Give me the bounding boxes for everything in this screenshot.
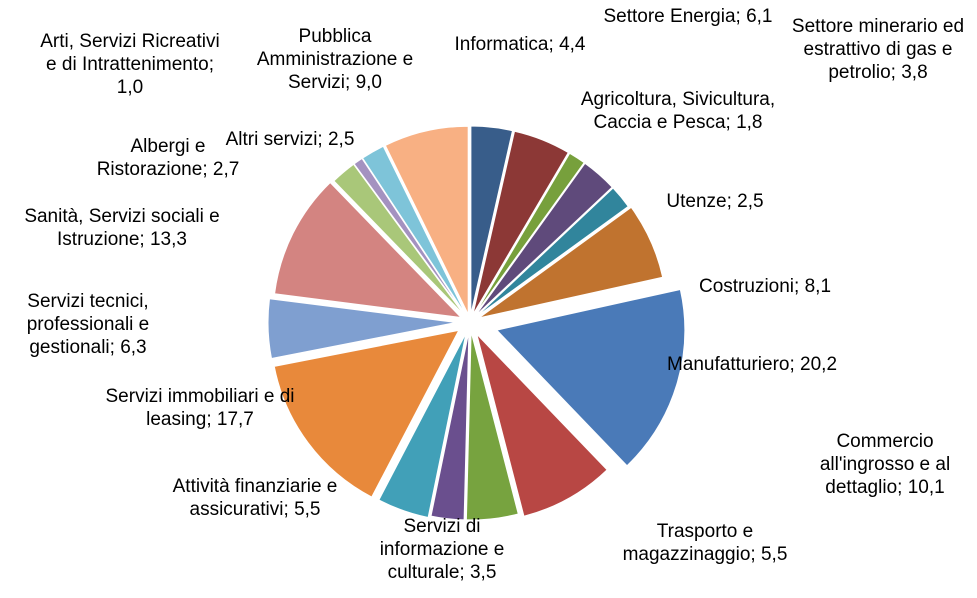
label-separator: ; (725, 112, 731, 133)
value-label: 10,1 (907, 477, 945, 498)
pie-slice (475, 332, 608, 517)
category-name: Arti, Servizi Ricreativi e di Intratteni… (40, 31, 220, 75)
label-separator: ; (794, 276, 800, 297)
pie-slice (495, 288, 686, 467)
label-separator: ; (459, 562, 465, 583)
value-label: 1,0 (116, 77, 144, 98)
category-name: Trasporto e magazzinaggio (622, 521, 754, 565)
value-label: 2,5 (327, 129, 355, 150)
label-separator: ; (283, 499, 289, 520)
value-label: 20,2 (800, 354, 838, 375)
pie-slice (333, 163, 466, 317)
value-label: 8,1 (804, 276, 832, 297)
slice-label: Servizi immobiliari e di leasing; 17,7 (85, 385, 315, 431)
slice-label: Manufatturiero; 20,2 (662, 353, 842, 376)
pie-slice (274, 181, 463, 319)
value-label: 2,7 (212, 159, 240, 180)
category-name: Sanità, Servizi sociali e Istruzione (24, 206, 220, 250)
value-label: 5,5 (294, 499, 321, 520)
category-name: Informatica (454, 34, 549, 55)
label-separator: ; (750, 544, 756, 565)
slice-label: Albergi e Ristorazione; 2,7 (83, 135, 253, 181)
slice-label: Commercio all'ingrosso e al dettaglio; 1… (800, 430, 970, 499)
value-label: 13,3 (149, 229, 187, 250)
slice-label: Informatica; 4,4 (445, 33, 595, 56)
pie-slice (465, 331, 519, 521)
value-label: 6,3 (120, 337, 147, 358)
slice-label: Trasporto e magazzinaggio; 5,5 (590, 520, 820, 566)
value-label: 1,8 (736, 112, 763, 133)
slice-label: Costruzioni; 8,1 (675, 275, 855, 298)
slice-label: Altri servizi; 2,5 (185, 128, 395, 151)
slice-label: Pubblica Amministrazione e Servizi; 9,0 (230, 25, 440, 94)
pie-slice (353, 157, 466, 316)
category-name: Settore minerario ed estrattivo di gas e… (791, 16, 965, 83)
label-separator: ; (735, 6, 741, 27)
pie-slice (472, 130, 570, 315)
slice-label: Agricoltura, Sivicultura, Caccia e Pesca… (571, 88, 786, 134)
slice-label: Attività finanziarie e assicurativi; 5,5 (135, 475, 375, 521)
label-separator: ; (726, 191, 732, 212)
pie-slice (430, 331, 470, 521)
category-name: Settore Energia (603, 6, 736, 27)
pie-slice (470, 125, 514, 315)
category-name: Costruzioni (698, 276, 795, 297)
slice-label: Settore minerario ed estrattivo di gas e… (778, 15, 977, 84)
category-name: Agricoltura, Sivicultura, Caccia e Pesca (580, 89, 776, 133)
label-separator: ; (208, 54, 214, 75)
value-label: 17,7 (216, 409, 254, 430)
category-name: Commercio all'ingrosso e al dettaglio (819, 431, 951, 498)
label-separator: ; (548, 34, 554, 55)
category-name: Servizi di informazione e culturale (379, 516, 505, 583)
value-label: 3,5 (469, 562, 497, 583)
category-name: Attività finanziarie e assicurativi (172, 476, 338, 520)
label-separator: ; (139, 229, 145, 250)
pie-slice (361, 145, 467, 316)
label-separator: ; (202, 159, 208, 180)
category-name: Manufatturiero (666, 354, 790, 375)
pie-slice (475, 187, 629, 318)
label-separator: ; (897, 477, 903, 498)
value-label: 9,0 (355, 72, 382, 93)
pie-slice (273, 329, 460, 498)
value-label: 6,1 (746, 6, 773, 27)
label-separator: ; (206, 409, 212, 430)
category-name: Altri servizi (225, 129, 318, 150)
label-separator: ; (789, 354, 795, 375)
category-name: Servizi immobiliari e di leasing (105, 386, 295, 430)
category-name: Utenze (666, 191, 727, 212)
value-label: 5,5 (760, 544, 788, 565)
slice-label: Servizi di informazione e culturale; 3,5 (357, 515, 527, 584)
pie-slice (267, 298, 457, 360)
label-separator: ; (317, 129, 323, 150)
value-label: 3,8 (901, 62, 928, 83)
slice-label: Servizi tecnici, professionali e gestion… (3, 290, 173, 359)
value-label: 2,5 (737, 191, 764, 212)
category-name: Servizi tecnici, professionali e gestion… (26, 291, 150, 358)
category-name: Albergi e Ristorazione (96, 136, 206, 180)
value-label: 4,4 (559, 34, 586, 55)
slice-label: Settore Energia; 6,1 (598, 5, 778, 28)
pie-slice (473, 152, 585, 316)
category-name: Pubblica Amministrazione e Servizi (256, 26, 414, 93)
pie-slice (474, 162, 613, 317)
pie-slice (478, 206, 664, 319)
pie-slice (378, 333, 467, 519)
label-separator: ; (109, 337, 115, 358)
pie-slice (384, 125, 469, 315)
label-separator: ; (890, 62, 896, 83)
slice-label: Arti, Servizi Ricreativi e di Intratteni… (38, 30, 223, 99)
slice-label: Sanità, Servizi sociali e Istruzione; 13… (10, 205, 235, 251)
slice-label: Utenze; 2,5 (635, 190, 795, 213)
label-separator: ; (345, 72, 351, 93)
